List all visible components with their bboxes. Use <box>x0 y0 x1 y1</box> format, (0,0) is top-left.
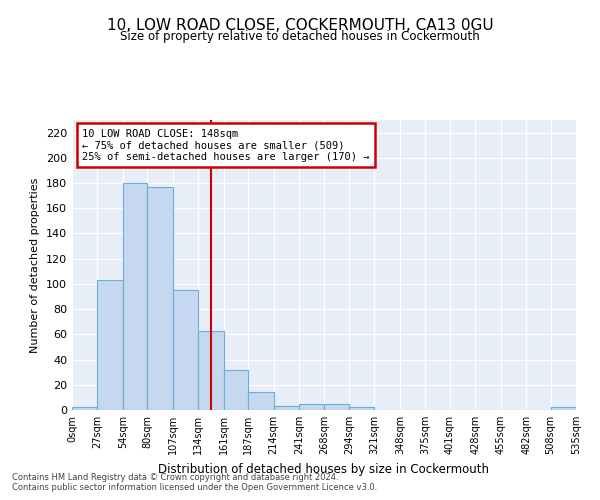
Text: Size of property relative to detached houses in Cockermouth: Size of property relative to detached ho… <box>120 30 480 43</box>
Text: 10, LOW ROAD CLOSE, COCKERMOUTH, CA13 0GU: 10, LOW ROAD CLOSE, COCKERMOUTH, CA13 0G… <box>107 18 493 32</box>
X-axis label: Distribution of detached houses by size in Cockermouth: Distribution of detached houses by size … <box>158 462 490 475</box>
Bar <box>299 404 325 410</box>
Bar <box>72 408 97 410</box>
Bar <box>349 408 374 410</box>
Bar <box>97 280 123 410</box>
Bar <box>325 404 349 410</box>
Bar <box>148 187 173 410</box>
Bar <box>551 408 576 410</box>
Bar <box>173 290 198 410</box>
Bar <box>248 392 274 410</box>
Text: Contains HM Land Registry data © Crown copyright and database right 2024.: Contains HM Land Registry data © Crown c… <box>12 472 338 482</box>
Bar <box>198 330 224 410</box>
Bar <box>123 183 148 410</box>
Bar <box>224 370 248 410</box>
Y-axis label: Number of detached properties: Number of detached properties <box>31 178 40 352</box>
Text: 10 LOW ROAD CLOSE: 148sqm
← 75% of detached houses are smaller (509)
25% of semi: 10 LOW ROAD CLOSE: 148sqm ← 75% of detac… <box>82 128 370 162</box>
Bar <box>274 406 299 410</box>
Text: Contains public sector information licensed under the Open Government Licence v3: Contains public sector information licen… <box>12 484 377 492</box>
